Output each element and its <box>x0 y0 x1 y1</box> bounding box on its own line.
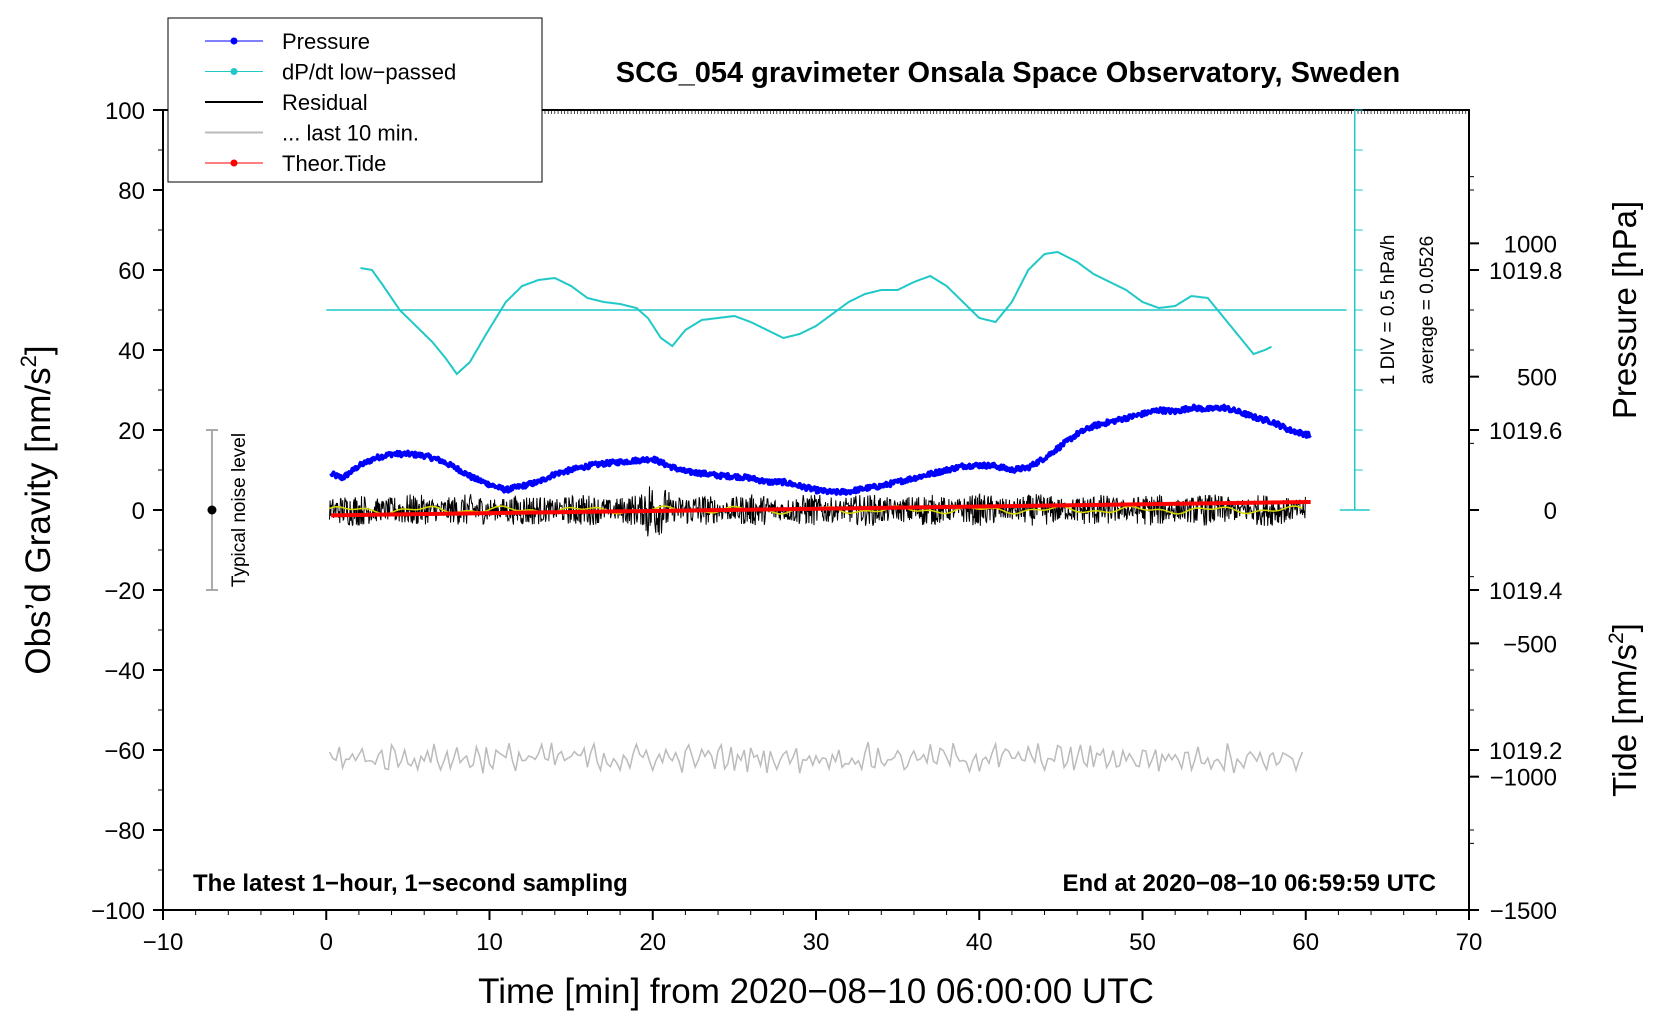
legend-items: Pressure dP/dt low−passed Residual ... last… <box>205 29 456 176</box>
tide-axis-label-close: ] <box>1606 623 1643 632</box>
tide-tick-labels: 1000 500 0 −500 −1000 −1500 <box>1490 231 1557 925</box>
x-tick-label: 0 <box>320 929 333 956</box>
x-axis-label: Time [min] from 2020−08−10 06:00:00 UTC <box>478 972 1154 1011</box>
tide-tick-label: 500 <box>1517 365 1557 392</box>
y-axis-label-main: Obs’d Gravity [nm/s <box>19 367 58 674</box>
pressure-tick-label: 1019.4 <box>1489 578 1562 605</box>
legend-label: Theor.Tide <box>282 151 386 176</box>
y-tick-label: 40 <box>118 338 145 365</box>
legend-label: Residual <box>282 90 368 115</box>
average-annotation: average = 0.0526 <box>1417 236 1438 384</box>
legend-marker <box>230 159 238 167</box>
y-axis-label-sup: 2 <box>16 355 41 367</box>
legend-label: ... last 10 min. <box>282 121 419 146</box>
chart-title: SCG_054 gravimeter Onsala Space Observat… <box>616 57 1400 89</box>
x-tick-labels: −10 0 10 20 30 40 50 60 70 <box>143 929 1483 956</box>
legend-box <box>167 17 543 183</box>
legend-label: Pressure <box>282 29 370 54</box>
tide-tick-label: −500 <box>1503 631 1557 658</box>
div-annotation: 1 DIV = 0.5 hPa/h <box>1378 235 1399 386</box>
y-tick-label: 20 <box>118 418 145 445</box>
noise-bar-dot <box>207 505 217 515</box>
y-axis-label: Obs’d Gravity [nm/s2] <box>16 345 58 674</box>
x-tick-label: 50 <box>1129 929 1156 956</box>
tide-tick-label: 1000 <box>1504 231 1557 258</box>
legend-label: dP/dt low−passed <box>282 60 456 85</box>
pressure-axis-label: Pressure [hPa] <box>1606 201 1643 419</box>
tide-tick-label: −1000 <box>1490 765 1557 792</box>
y-tick-label: −60 <box>104 738 145 765</box>
axis-ticks <box>153 109 1479 920</box>
y-tick-label: −80 <box>104 818 145 845</box>
pressure-line <box>329 403 1312 496</box>
y-tick-label: 80 <box>118 178 145 205</box>
y-tick-labels: 100 80 60 40 20 0 −20 −40 −60 −80 −100 <box>91 98 145 925</box>
noise-annotation: Typical noise level <box>229 433 250 587</box>
x-tick-label: 20 <box>639 929 666 956</box>
x-tick-label: 70 <box>1456 929 1483 956</box>
dpdt-line <box>360 250 1272 376</box>
x-tick-label: 60 <box>1292 929 1319 956</box>
last-10-min-line <box>328 741 1304 774</box>
y-tick-label: 100 <box>105 98 145 125</box>
x-tick-label: 10 <box>476 929 503 956</box>
y-tick-label: −40 <box>104 658 145 685</box>
pressure-tick-label: 1019.6 <box>1489 418 1562 445</box>
pressure-tick-labels: 1019.8 1019.6 1019.4 1019.2 <box>1489 258 1562 765</box>
tide-axis-label-sup: 2 <box>1605 632 1628 644</box>
pressure-tick-label: 1019.8 <box>1489 258 1562 285</box>
y-tick-label: 60 <box>118 258 145 285</box>
legend-marker <box>230 37 238 45</box>
y-tick-label: 0 <box>132 498 145 525</box>
y-tick-label: −20 <box>104 578 145 605</box>
legend-marker <box>230 68 238 75</box>
y-axis-label-close: ] <box>19 345 58 355</box>
tide-tick-label: −1500 <box>1490 898 1557 925</box>
x-tick-label: −10 <box>143 929 184 956</box>
x-tick-label: 30 <box>803 929 830 956</box>
tide-tick-label: 0 <box>1544 498 1557 525</box>
series-layer <box>205 109 1370 774</box>
pressure-tick-label: 1019.2 <box>1489 738 1562 765</box>
y-tick-label: −100 <box>91 898 145 925</box>
tide-line <box>331 500 1311 518</box>
tide-axis-label-main: Tide [nm/s <box>1606 644 1643 797</box>
legend: Pressure dP/dt low−passed Residual ... last… <box>167 17 543 183</box>
bottom-right-annotation: End at 2020−08−10 06:59:59 UTC <box>1062 870 1436 897</box>
bottom-left-annotation: The latest 1−hour, 1−second sampling <box>193 870 628 897</box>
x-tick-label: 40 <box>966 929 993 956</box>
tide-axis-label: Tide [nm/s2] <box>1605 623 1643 797</box>
